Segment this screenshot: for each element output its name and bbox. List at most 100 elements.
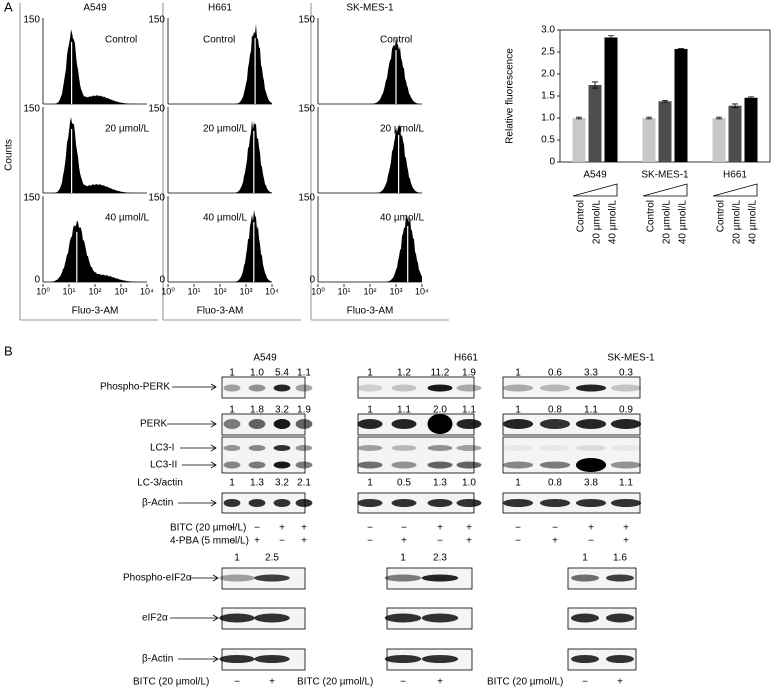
blot-band	[295, 419, 313, 429]
dose-triangle	[712, 183, 758, 197]
x-tick-label: 10⁰	[311, 286, 325, 296]
blot-frame	[567, 648, 637, 671]
blot-band	[295, 499, 313, 507]
blot-band	[391, 419, 417, 429]
blot-band	[575, 499, 607, 507]
blot-band	[295, 461, 313, 469]
quantification: 3.2	[275, 405, 289, 416]
row-label: Phospho-eIF2α	[123, 573, 192, 584]
quantification: 1	[229, 405, 235, 416]
y-tick-label: 150	[148, 15, 165, 26]
condition-label: Control	[105, 35, 137, 46]
row-label: eIF2α	[142, 613, 168, 624]
blot-band	[610, 499, 642, 507]
y-tick-label: 150	[298, 104, 315, 115]
treatment-sign: +	[552, 536, 558, 547]
blot-frame	[567, 567, 637, 590]
blot-band	[384, 655, 422, 663]
y-tick-label: 2.5	[541, 47, 555, 58]
blot-band	[248, 384, 266, 392]
y-tick-label: 150	[298, 15, 315, 26]
x-tick-label: 10²	[88, 286, 101, 296]
bar	[642, 118, 656, 162]
quantification: 11.2	[431, 368, 450, 379]
blot-band	[421, 574, 459, 582]
treatment-sign: +	[279, 523, 285, 534]
treatment-sign: −	[234, 677, 240, 688]
error-bar	[678, 48, 684, 50]
blot-band	[254, 655, 290, 663]
quantification: 0.6	[548, 368, 562, 379]
histogram	[43, 117, 147, 193]
blot-band	[295, 445, 313, 451]
treatment-sign: −	[229, 523, 235, 534]
condition-label: Control	[380, 35, 412, 46]
dose-triangle	[572, 183, 618, 197]
blot-band	[219, 655, 255, 663]
treatment-sign: −	[279, 536, 285, 547]
treatment-label: BITC (20 µmol/L)	[170, 523, 246, 534]
blot-band	[273, 461, 291, 469]
blot-band	[273, 384, 291, 392]
x-tick-label: 10⁰	[36, 286, 50, 296]
y-tick-label: 0.5	[541, 135, 555, 146]
blot-band	[456, 499, 482, 507]
series-label: 20 µmol/L	[662, 200, 673, 245]
treatment-sign: +	[623, 536, 629, 547]
blot-band	[571, 655, 599, 663]
histogram	[43, 220, 147, 282]
blot-band	[384, 613, 422, 623]
blot-frame	[357, 376, 475, 399]
condition-label: 40 µmol/L	[105, 213, 150, 224]
bar	[572, 118, 586, 162]
blot-band	[427, 461, 453, 469]
blot-band	[421, 655, 459, 663]
blot-band	[254, 574, 290, 582]
x-tick-label: 10¹	[62, 286, 75, 296]
y-tick-label: 0	[549, 157, 555, 168]
treatment-sign: −	[515, 536, 521, 547]
quantification: 3.8	[584, 478, 598, 489]
x-tick-label: 10¹	[337, 286, 350, 296]
arrow	[180, 444, 217, 452]
blot-frame	[502, 376, 641, 399]
treatment-sign: +	[466, 523, 472, 534]
treatment-label: 4-PBA (5 mmol/L)	[170, 536, 249, 547]
quantification: 1.0	[250, 368, 264, 379]
blot-band	[539, 461, 571, 469]
treatment-sign: −	[254, 523, 260, 534]
blot-band	[273, 419, 291, 429]
quantification: 2.0	[433, 405, 447, 416]
blot-band	[357, 419, 383, 429]
row-label: LC3-I	[150, 443, 174, 454]
arrow	[172, 383, 217, 391]
treatment-sign: +	[254, 536, 260, 547]
histogram	[318, 37, 422, 105]
quantification: 1.9	[297, 405, 311, 416]
x-tick-label: 10²	[213, 286, 226, 296]
quantification: 5.4	[275, 368, 289, 379]
series-label: 40 µmol/L	[608, 200, 619, 245]
blot-band	[273, 445, 291, 451]
histogram-title: H661	[208, 3, 232, 14]
series-label: 40 µmol/L	[748, 200, 759, 245]
treatment-sign: +	[617, 677, 623, 688]
arrow	[170, 614, 219, 622]
quantification: 1.1	[584, 405, 598, 416]
x-tick-label: SK-MES-1	[641, 170, 689, 181]
treatment-sign: +	[437, 523, 443, 534]
quantification: 1	[515, 478, 521, 489]
treatment-sign: −	[229, 536, 235, 547]
blot-band	[357, 461, 383, 469]
quantification: 1	[229, 368, 235, 379]
condition-label: 40 µmol/L	[380, 213, 425, 224]
treatment-sign: +	[301, 536, 307, 547]
blot-band	[357, 445, 383, 451]
blot-band	[254, 613, 290, 623]
blot-band	[575, 458, 607, 472]
row-label: LC3-II	[150, 460, 177, 471]
quantification: 0.8	[548, 405, 562, 416]
quantification: 1.1	[297, 368, 311, 379]
condition-label: 20 µmol/L	[380, 124, 425, 135]
